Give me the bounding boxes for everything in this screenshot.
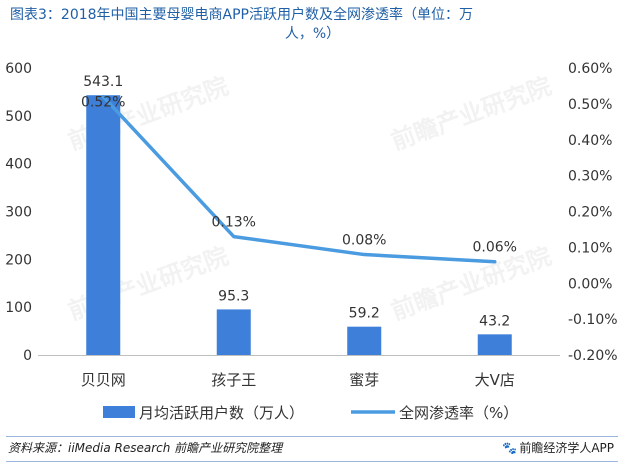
line-value-label: 0.06% [473,240,517,256]
y-right-tick-label: -0.20% [568,348,618,364]
y-right-tick-label: 0.40% [568,133,612,149]
y-left-tick-label: 200 [5,252,32,268]
chart-title: 图表3：2018年中国主要母婴电商APP活跃用户数及全网渗透率（单位：万 人，%… [10,6,615,44]
bar-value-label: 43.2 [479,313,510,329]
legend-bar-swatch [103,406,135,418]
y-right-tick-label: -0.10% [568,312,618,328]
y-left-tick-label: 0 [23,348,32,364]
y-right-tick-label: 0.30% [568,169,612,185]
watermark-1: 前瞻产业研究院 [387,72,554,156]
brand-text: 前瞻经济学人APP [519,441,614,455]
x-category-label: 大V店 [475,371,515,389]
y-left-tick-label: 400 [5,157,32,173]
y-right-tick-label: 0.20% [568,205,612,221]
chart-title-line2: 人，%） [284,26,341,42]
paw-icon: 🐾 [502,441,518,455]
line-value-label: 0.52% [81,95,125,111]
brand-label: 🐾 前瞻经济学人APP [502,437,614,459]
source-footer: 资料来源：iiMedia Research 前瞻产业研究院整理 🐾 前瞻经济学人A… [6,436,618,462]
penetration-line [101,94,497,264]
y-left-tick-label: 500 [5,109,32,125]
watermark-3: 前瞻产业研究院 [387,242,554,326]
y-right-tick-label: 0.60% [568,61,612,77]
line-value-label: 0.13% [212,215,256,231]
bar [477,334,512,355]
legend-line-label: 全网渗透率（%） [399,404,518,422]
y-left-tick-label: 600 [5,61,32,77]
y-right-tick-label: 0.10% [568,240,612,256]
bar [86,95,121,355]
chart-title-line1: 图表3：2018年中国主要母婴电商APP活跃用户数及全网渗透率（单位：万 [10,7,473,23]
legend-bar-label: 月均活跃用户数（万人） [139,404,304,422]
source-text: 资料来源：iiMedia Research 前瞻产业研究院整理 [8,441,283,455]
x-category-label: 贝贝网 [81,371,126,389]
y-left-tick-label: 100 [5,300,32,316]
line-value-label: 0.08% [342,233,386,249]
x-category-label: 孩子王 [211,371,256,389]
bar-value-label: 59.2 [349,306,380,322]
bar [216,309,251,355]
y-right-tick-label: 0.00% [568,276,612,292]
y-right-tick-label: 0.50% [568,97,612,113]
bar-value-label: 543.1 [83,74,123,90]
x-category-label: 蜜芽 [349,371,379,389]
bar-value-label: 95.3 [218,288,249,304]
y-left-tick-label: 300 [5,205,32,221]
bar [347,326,382,355]
